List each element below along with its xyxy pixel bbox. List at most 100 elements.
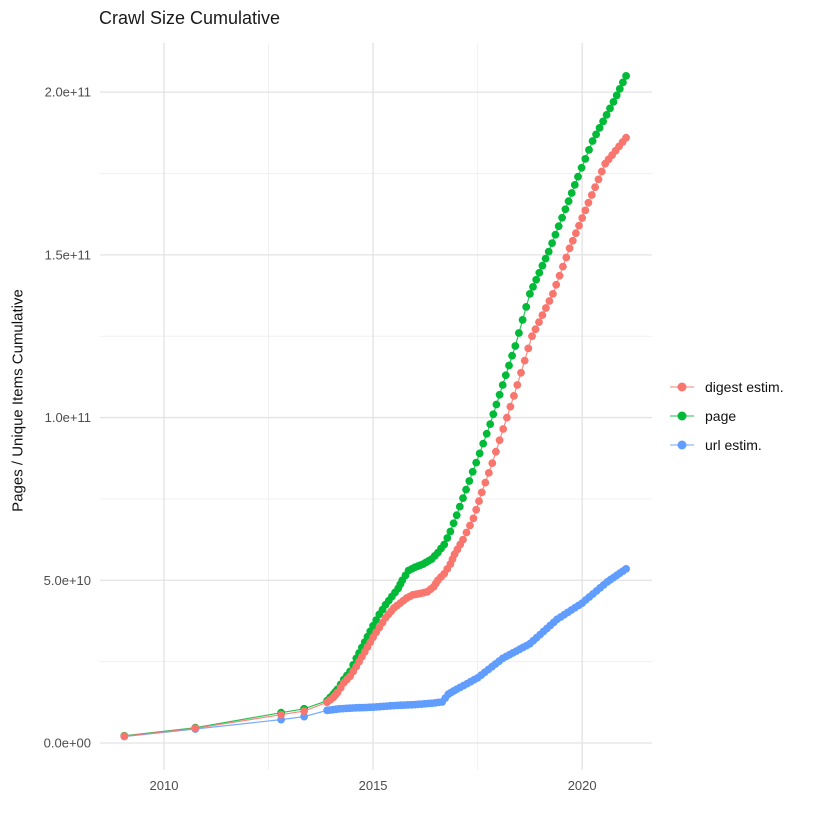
data-point [570,181,579,189]
data-point [520,356,529,365]
y-tick-label: 0.0e+00 [44,735,91,750]
data-point [581,155,590,163]
data-point [511,342,520,350]
data-point [597,167,606,176]
data-point [277,710,285,719]
data-point [465,477,474,485]
data-point [469,514,478,523]
data-point [526,290,534,298]
data-point [440,540,449,549]
data-point [488,459,497,467]
legend-entry-url: url estim. [668,436,784,454]
series-digest-estim- [120,133,630,741]
data-point [565,244,574,253]
data-point [462,485,470,494]
legend-key-icon [670,440,694,450]
data-point [541,254,550,263]
data-point [446,527,455,536]
data-point [468,467,477,476]
data-point [561,205,570,214]
data-point [538,261,547,270]
data-point [602,111,611,119]
y-tick-label: 2.0e+11 [45,85,91,100]
data-point [595,124,604,132]
data-point [578,214,587,222]
data-point [572,229,580,238]
data-point [449,519,458,528]
legend-key-icon [670,411,694,421]
data-point [568,236,577,245]
data-point [594,175,603,184]
data-point [549,290,557,298]
data-point [515,329,523,337]
data-point [575,221,583,230]
data-point [475,449,484,458]
legend-label: digest estim. [705,379,784,395]
legend-label: page [705,408,737,424]
data-point [300,707,308,715]
data-point [529,283,537,291]
data-point [495,436,504,445]
data-point [562,253,571,262]
y-tick-label: 1.0e+11 [45,410,91,425]
data-point [538,311,547,319]
data-point [517,368,525,377]
x-tick-label: 2015 [359,778,388,793]
data-point [300,712,308,721]
series-line [124,137,627,737]
data-point [532,275,541,284]
data-point [585,146,593,154]
data-point [486,420,495,428]
data-point [587,191,596,199]
data-point [564,197,573,206]
data-point [558,213,566,222]
data-point [120,732,129,741]
data-point [513,381,522,389]
data-point [545,297,554,305]
chart-title: Crawl Size Cumulative [99,8,281,28]
series-line [124,568,627,738]
data-point [581,206,590,215]
data-point [459,535,467,544]
data-point [508,351,516,360]
data-point [492,447,500,456]
data-point [472,458,481,467]
data-point [462,528,471,537]
data-point [495,390,504,399]
data-point [577,163,586,172]
data-point [506,402,515,411]
data-point [479,439,488,448]
y-axis-title: Pages / Unique Items Cumulative [9,289,27,512]
data-point [606,104,614,113]
legend-entry-digest: digest estim. [668,378,784,396]
data-point [542,304,550,312]
data-point [531,325,540,334]
data-point [518,316,527,324]
data-point [372,616,381,624]
data-point [554,222,563,231]
data-point [492,400,501,409]
data-point [482,429,491,438]
data-point [615,85,624,93]
data-point [622,133,630,142]
legend-entry-page: page [668,407,784,425]
data-point [489,410,498,419]
x-tick-label: 2020 [568,778,597,793]
data-point [535,318,543,326]
data-point [481,478,490,487]
data-point [619,78,627,87]
data-point [191,724,200,733]
data-point [559,262,567,271]
data-point [499,425,508,433]
data-point [501,371,510,380]
series-url-estim- [120,565,630,741]
data-point [522,303,531,311]
data-point [472,505,481,514]
data-point [443,534,452,542]
data-point [475,497,483,505]
data-point [544,247,553,256]
data-point [609,98,618,106]
data-point [622,72,630,80]
data-point [455,502,464,511]
